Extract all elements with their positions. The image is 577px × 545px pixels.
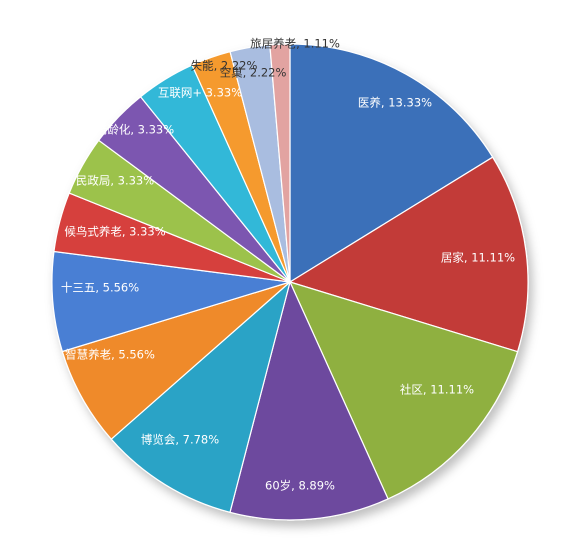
pie-slice-label-3: 社区, 11.11% — [400, 383, 474, 397]
pie-slice-4 — [229, 280, 389, 521]
pie-slice-label-14: 旅居养老, 1.11% — [250, 37, 340, 51]
pie-slice-label-13: 空巢, 2.22% — [220, 66, 287, 80]
pie-slice-label-4: 60岁, 8.89% — [265, 479, 335, 493]
pie-slice-3 — [288, 281, 519, 500]
pie-slice-5 — [110, 280, 292, 514]
pie-slice-label-2: 居家, 11.11% — [441, 251, 515, 265]
pie-slice-label-10: 老龄化, 3.33% — [96, 123, 174, 137]
pie-slice-14 — [269, 43, 291, 283]
pie-slice-label-7: 十三五, 5.56% — [61, 281, 139, 295]
pie-slice-label-1: 医养, 13.33% — [358, 96, 432, 110]
pie-slice-label-9: 民政局, 3.33% — [76, 174, 154, 188]
pie-slice-label-6: 智慧养老, 5.56% — [65, 348, 155, 362]
pie-slice-label-12: 失能, 2.22% — [191, 59, 258, 73]
pie-slice-1 — [289, 43, 494, 284]
pie-slice-2 — [288, 156, 529, 353]
pie-labels: 医养, 13.33% 居家, 11.11% 社区, 11.11% 60岁, 8.89%… — [61, 37, 515, 493]
pie-slice-label-5: 博览会, 7.78% — [141, 433, 219, 447]
pie-slices — [51, 43, 529, 521]
pie-slice-label-8: 候鸟式养老, 3.33% — [64, 225, 165, 239]
pie-slice-label-11: 互联网+ 3.33% — [158, 86, 242, 100]
